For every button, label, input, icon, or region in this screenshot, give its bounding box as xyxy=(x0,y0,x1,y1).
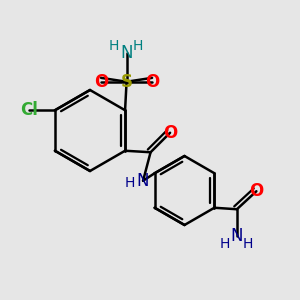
Text: N: N xyxy=(137,172,149,190)
Text: N: N xyxy=(120,44,133,62)
Text: O: O xyxy=(94,73,108,91)
Text: O: O xyxy=(145,73,159,91)
Text: H: H xyxy=(109,39,119,53)
Text: S: S xyxy=(121,73,133,91)
Text: O: O xyxy=(163,124,177,142)
Text: N: N xyxy=(231,227,243,245)
Text: H: H xyxy=(133,39,143,53)
Text: H: H xyxy=(243,237,254,251)
Text: O: O xyxy=(249,182,263,200)
Text: H: H xyxy=(125,176,135,190)
Text: H: H xyxy=(220,237,230,251)
Text: Cl: Cl xyxy=(20,101,38,119)
